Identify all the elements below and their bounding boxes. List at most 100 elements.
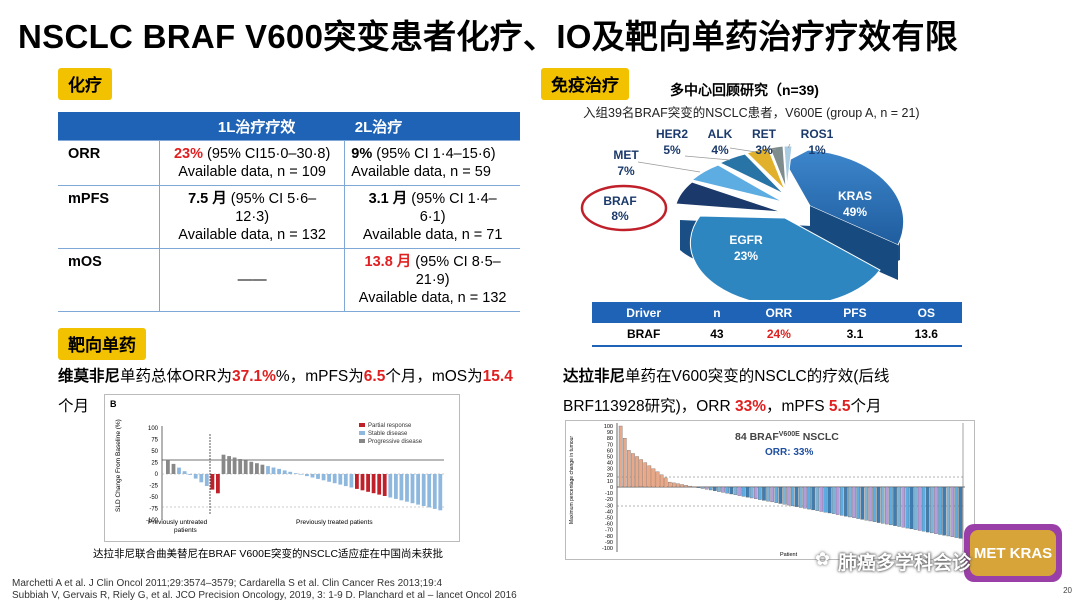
y-tick-label: -30	[605, 503, 613, 509]
waterfall-bar	[667, 481, 672, 488]
waterfall-bar	[332, 474, 337, 484]
text: %，mPFS为	[275, 368, 364, 385]
slice-her2	[718, 153, 785, 195]
group-label-treated: Previously treated patients	[296, 519, 373, 526]
legend-pd: Progressive disease	[368, 439, 423, 445]
mpfs-2l: 3.1 月 (95% CI 1·4– 6·1) Available data, …	[344, 185, 520, 249]
group-label-untreated-2: patients	[174, 527, 198, 534]
y-axis-label: SLD Change From Baseline (%)	[115, 419, 122, 512]
waterfall-bar	[782, 486, 787, 505]
waterfall-bar	[897, 486, 901, 527]
y-tick-label: -80	[605, 534, 613, 540]
text: 个月，mOS为	[385, 368, 483, 385]
y-tick-label: 80	[607, 436, 613, 442]
pct-ret: 3%	[755, 143, 773, 157]
waterfall-bar	[188, 474, 192, 475]
waterfall-bar	[399, 474, 404, 501]
waterfall-bar	[786, 486, 791, 506]
waterfall-bar	[321, 474, 326, 481]
waterfall-bar	[868, 486, 873, 522]
waterfall-bar	[725, 486, 729, 494]
waterfall-bar	[249, 461, 254, 474]
y-tick-label: 20	[607, 473, 613, 479]
header-2l: 2L治疗	[344, 112, 520, 141]
table-row: BRAF 43 24% 3.1 13.6	[592, 323, 962, 347]
waterfall-bar	[917, 486, 922, 531]
slice-ros1	[783, 145, 793, 188]
waterfall-bar	[310, 474, 315, 478]
waterfall-bar	[872, 486, 877, 522]
waterfall-bar	[770, 486, 774, 503]
pct-egfr: 23%	[734, 249, 758, 263]
title-suffix: NSCLC	[800, 431, 840, 443]
waterfall-bar	[684, 485, 688, 488]
title-main: 84 BRAF	[735, 431, 779, 443]
slice-braf	[675, 181, 783, 213]
n-text: Available data, n = 59	[351, 164, 491, 180]
waterfall-bar	[639, 459, 643, 488]
waterfall-chart-right: Maximum percentage change in tumour 1009…	[565, 420, 975, 560]
waterfall-bar	[758, 486, 762, 500]
waterfall-bar	[954, 486, 959, 538]
caption: 达拉非尼联合曲美替尼在BRAF V600E突变的NSCLC适应症在中国尚未获批	[93, 548, 444, 560]
waterfall-bar	[680, 484, 684, 488]
y-tick-label: -90	[605, 540, 613, 546]
waterfall-title: 84 BRAFV600E NSCLC	[735, 431, 839, 443]
text: 单药总体ORR为	[120, 368, 232, 385]
label-ros1: ROS1	[801, 127, 834, 141]
drug-name: 维莫非尼	[58, 368, 121, 385]
waterfall-bar	[819, 486, 824, 512]
waterfall-bar	[839, 486, 844, 516]
page-number: 20	[1063, 586, 1072, 595]
header-n: n	[695, 302, 739, 323]
braf-highlight-circle	[580, 184, 668, 232]
waterfall-bar	[733, 486, 738, 495]
slice-kras-side	[810, 206, 898, 280]
y-tick-label: 40	[607, 461, 613, 467]
waterfall-bar	[876, 486, 881, 523]
y-tick-label: -70	[605, 528, 613, 534]
table-row-orr: ORR 23% (95% CI15·0–30·8) Available data…	[58, 140, 520, 186]
header-empty	[58, 112, 160, 141]
n-text: Available data, n = 132	[178, 227, 326, 243]
waterfall-bar	[210, 474, 215, 490]
pfs-value: 6.5	[363, 368, 386, 385]
waterfall-bar	[803, 486, 807, 509]
waterfall-bar	[741, 486, 746, 497]
waterfall-bar	[942, 486, 946, 536]
label-met: MET	[613, 148, 639, 162]
waterfall-bar	[631, 453, 635, 488]
waterfall-bar	[823, 486, 828, 513]
waterfall-bar	[316, 474, 320, 479]
y-tick-label: 25	[151, 461, 158, 467]
waterfall-bar	[729, 486, 734, 495]
table-row-mos: mOS —— 13.8 月 (95% CI 8·5– 21·9) Availab…	[58, 248, 520, 312]
references: Marchetti A et al. J Clin Oncol 2011;29:…	[12, 578, 517, 602]
waterfall-bar	[343, 474, 348, 487]
pfs-value: 5.5	[828, 398, 851, 415]
targeted-tag: 靶向单药	[58, 328, 146, 360]
waterfall-bar	[338, 474, 343, 485]
mos-1l: ——	[158, 248, 345, 312]
waterfall-bar	[950, 486, 955, 537]
y-tick-label: -75	[149, 507, 158, 513]
ci: (95% CI15·0–30·8)	[202, 146, 331, 162]
y-tick-label: 100	[604, 424, 613, 430]
os-value: 15.4	[482, 368, 513, 385]
waterfall-bar	[721, 486, 725, 493]
waterfall-bar	[708, 486, 713, 491]
waterfall-bar	[216, 474, 220, 494]
y-axis-label: Maximum percentage change in tumour	[569, 436, 575, 524]
waterfall-bar	[815, 486, 820, 511]
io-tag: 免疫治疗	[541, 68, 629, 100]
label-ret: RET	[752, 127, 777, 141]
waterfall-bar	[438, 474, 443, 511]
waterfall-bar	[672, 482, 676, 488]
waterfall-bar	[166, 460, 170, 474]
text: BRF113928研究)，ORR	[563, 398, 735, 415]
waterfall-bar	[774, 486, 779, 503]
waterfall-bar	[717, 486, 721, 492]
row-label: mOS	[58, 248, 160, 312]
waterfall-bar	[753, 486, 758, 499]
waterfall-bar	[864, 486, 869, 521]
